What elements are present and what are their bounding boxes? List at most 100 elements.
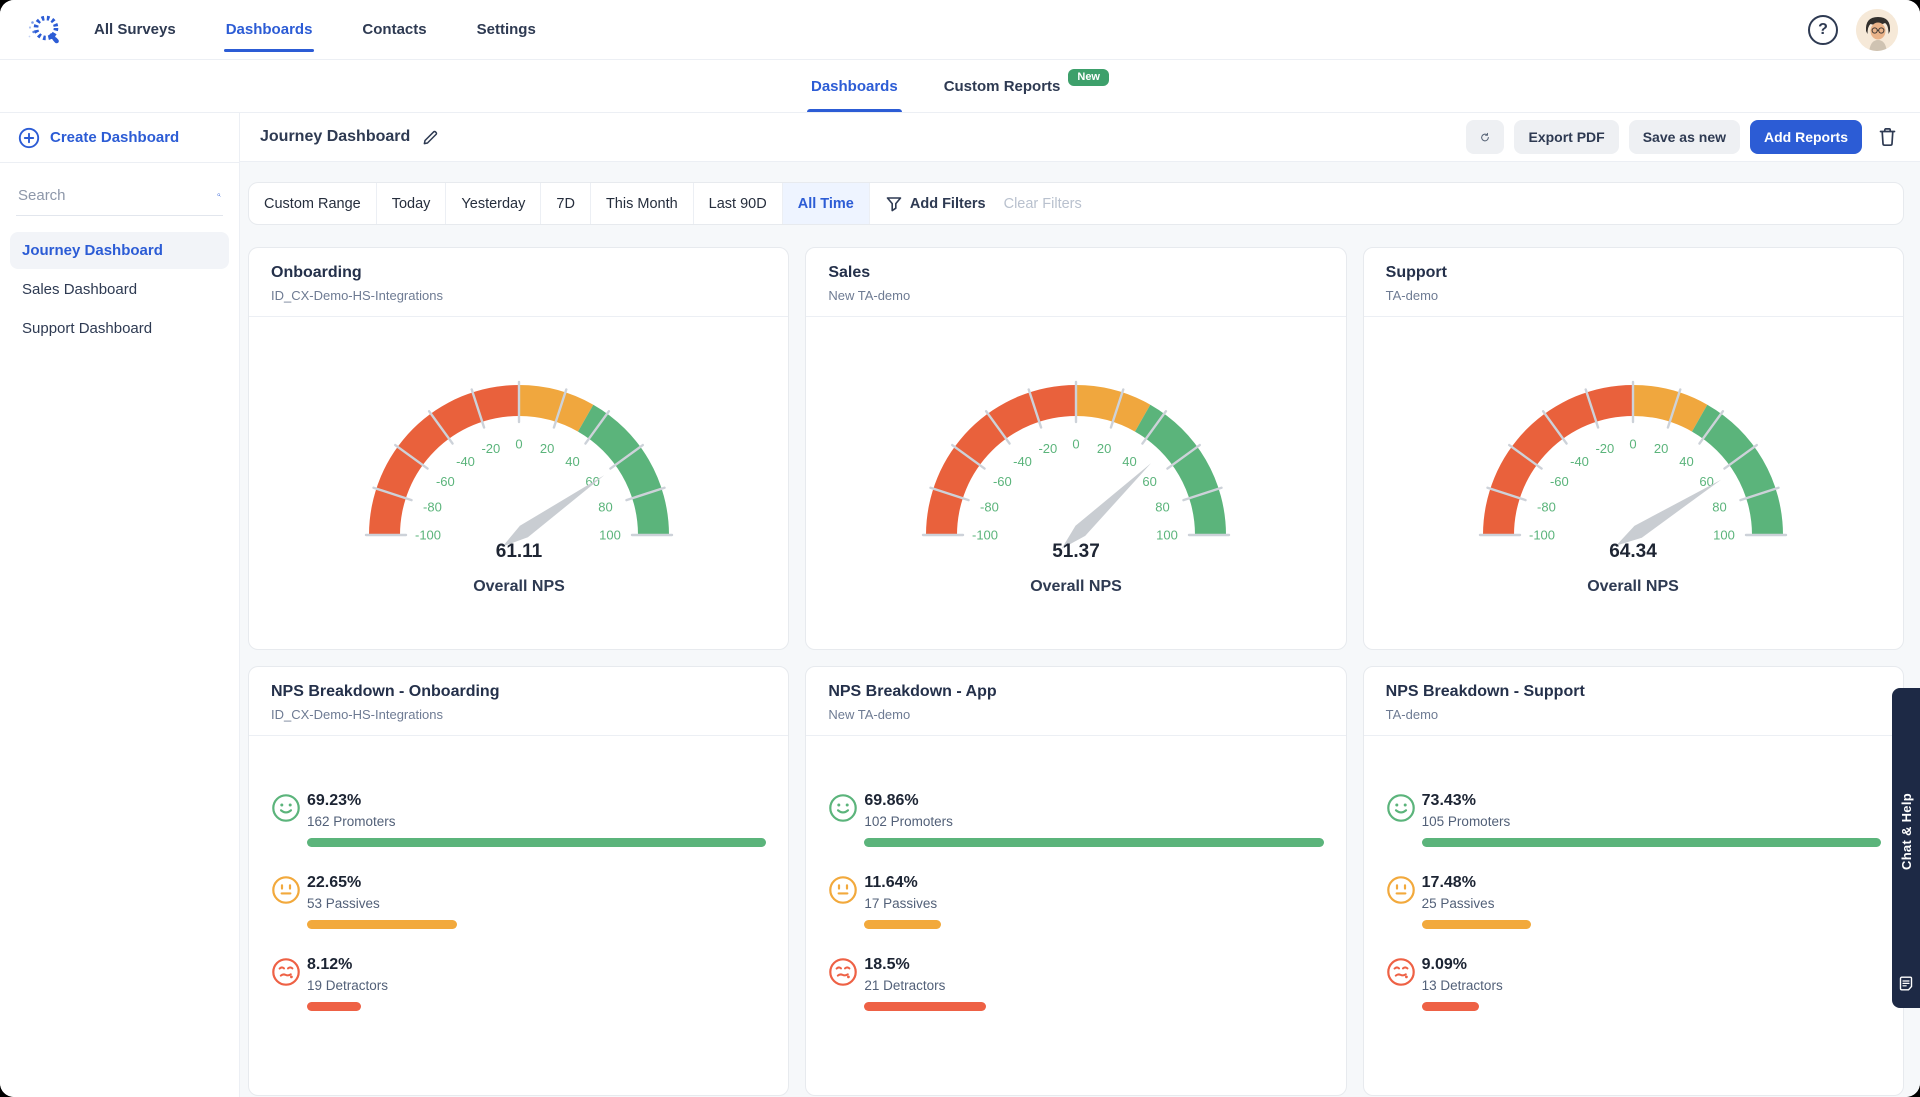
breakdown-card-app: NPS Breakdown - App New TA-demo 69.86% <box>805 666 1347 1096</box>
filter-actions: Add Filters Clear Filters <box>870 183 1098 224</box>
nps-gauge: -100 -80 -60 -40 -20 0 20 40 60 80 100 64.34 Overall… <box>1364 317 1903 649</box>
create-dashboard-button[interactable]: Create Dashboard <box>0 113 239 163</box>
svg-text:20: 20 <box>540 441 554 456</box>
range-yesterday[interactable]: Yesterday <box>446 183 542 224</box>
detractor-smiley-icon <box>271 957 301 987</box>
range-custom-range[interactable]: Custom Range <box>249 183 377 224</box>
passives-bar <box>307 920 458 929</box>
svg-text:20: 20 <box>1654 441 1668 456</box>
range-this-month[interactable]: This Month <box>591 183 694 224</box>
app-logo-icon[interactable] <box>22 9 64 51</box>
sidebar-item-journey-dashboard[interactable]: Journey Dashboard <box>10 232 229 269</box>
detractors-bar <box>864 1002 987 1011</box>
promoters-row: 69.23% 162 Promoters <box>271 792 767 847</box>
promoters-bar <box>864 838 1324 847</box>
svg-text:-60: -60 <box>993 474 1012 489</box>
dashboard-sidebar: Create Dashboard Journey Dashboard Sales… <box>0 113 240 1097</box>
refresh-button[interactable] <box>1466 120 1505 154</box>
detractors-bar <box>307 1002 361 1011</box>
detractors-row: 9.09% 13 Detractors <box>1386 956 1881 1011</box>
dashboard-tabbar: Dashboards Custom Reports New <box>0 60 1920 113</box>
promoter-smiley-icon <box>828 793 858 823</box>
detractor-smiley-icon <box>1386 957 1416 987</box>
svg-text:-40: -40 <box>1013 454 1032 469</box>
delete-dashboard-button[interactable] <box>1872 127 1902 147</box>
export-pdf-button[interactable]: Export PDF <box>1514 120 1619 154</box>
svg-text:-80: -80 <box>1537 499 1556 514</box>
sidebar-item-support-dashboard[interactable]: Support Dashboard <box>22 320 153 337</box>
segment-count: 102 Promoters <box>864 814 953 829</box>
segment-percentage: 9.09% <box>1421 956 1468 973</box>
svg-text:80: 80 <box>1155 499 1169 514</box>
tab-custom-reports[interactable]: Custom Reports New <box>944 60 1109 112</box>
help-icon[interactable]: ? <box>1808 14 1838 45</box>
range-7d[interactable]: 7D <box>541 183 591 224</box>
card-subtitle: TA-demo <box>1385 288 1439 303</box>
svg-text:100: 100 <box>1713 528 1735 543</box>
svg-text:-20: -20 <box>481 441 500 456</box>
chat-help-label: Chat & Help <box>1898 793 1914 871</box>
detractor-smiley-icon <box>828 957 858 987</box>
svg-text:-80: -80 <box>980 499 999 514</box>
svg-text:Overall NPS: Overall NPS <box>1030 578 1122 595</box>
tab-dashboards-label: Dashboards <box>810 77 898 95</box>
add-reports-button[interactable]: Add Reports <box>1750 120 1862 154</box>
detractors-row: 18.5% 21 Detractors <box>828 956 1323 1011</box>
svg-text:-20: -20 <box>1038 441 1057 456</box>
svg-text:40: 40 <box>1122 454 1136 469</box>
breakdown-card-support: NPS Breakdown - Support TA-demo 73.43% <box>1362 666 1904 1096</box>
segment-count: 162 Promoters <box>307 814 396 829</box>
edit-title-icon[interactable] <box>422 129 439 146</box>
svg-text:-100: -100 <box>1529 528 1555 543</box>
main-area: Journey Dashboard Export PDF Save as new <box>240 113 1920 1097</box>
card-subtitle: TA-demo <box>1385 707 1439 722</box>
nav-item-settings[interactable]: Settings <box>476 21 536 38</box>
promoters-row: 73.43% 105 Promoters <box>1386 792 1881 847</box>
nav-item-all-surveys[interactable]: All Surveys <box>94 21 176 38</box>
promoters-row: 69.86% 102 Promoters <box>828 792 1324 847</box>
segment-percentage: 69.23% <box>307 792 362 809</box>
dashboard-header: Journey Dashboard Export PDF Save as new <box>240 113 1920 162</box>
page-title: Journey Dashboard <box>260 128 411 145</box>
passives-bar <box>864 920 942 929</box>
gauge-card-sales: Sales New TA-demo -100 -80 -60 -40 -20 0 20 40 6… <box>805 247 1347 650</box>
passives-row: 22.65% 53 Passives <box>271 874 766 929</box>
segment-count: 105 Promoters <box>1421 814 1511 829</box>
top-navigation: All Surveys Dashboards Contacts Settings… <box>0 0 1920 60</box>
nps-gauge: -100 -80 -60 -40 -20 0 20 40 60 80 100 51.37 Overall… <box>806 317 1345 649</box>
range-all-time[interactable]: All Time <box>782 183 870 224</box>
search-icon[interactable] <box>217 185 221 205</box>
detractors-bar <box>1421 1002 1479 1011</box>
nav-item-dashboards[interactable]: Dashboards <box>223 0 315 59</box>
card-title: Sales <box>828 264 871 281</box>
new-badge: New <box>1068 68 1109 86</box>
range-last-90d[interactable]: Last 90D <box>694 183 783 224</box>
tab-dashboards[interactable]: Dashboards <box>806 60 902 112</box>
svg-text:51.37: 51.37 <box>1052 541 1100 562</box>
svg-text:-100: -100 <box>415 528 441 543</box>
svg-text:80: 80 <box>1713 499 1727 514</box>
chat-help-tab[interactable]: Chat & Help <box>1892 688 1920 1008</box>
clear-filters-button[interactable]: Clear Filters <box>1003 195 1082 212</box>
range-today[interactable]: Today <box>377 183 447 224</box>
segment-percentage: 11.64% <box>864 874 918 891</box>
nav-item-contacts[interactable]: Contacts <box>362 21 427 38</box>
passives-bar <box>1421 920 1531 929</box>
sidebar-item-sales-dashboard[interactable]: Sales Dashboard <box>22 281 138 298</box>
svg-text:Overall NPS: Overall NPS <box>473 578 565 595</box>
search-input[interactable] <box>18 186 217 204</box>
svg-text:0: 0 <box>1072 437 1079 452</box>
detractors-row: 8.12% 19 Detractors <box>271 956 766 1011</box>
add-filters-button[interactable]: Add Filters <box>886 196 986 212</box>
promoters-bar <box>307 838 767 847</box>
promoters-bar <box>1421 838 1881 847</box>
svg-text:61.11: 61.11 <box>495 541 542 562</box>
passives-row: 11.64% 17 Passives <box>828 874 1323 929</box>
user-avatar[interactable] <box>1856 8 1898 51</box>
svg-text:-40: -40 <box>456 454 475 469</box>
svg-text:60: 60 <box>1142 474 1156 489</box>
save-as-new-button[interactable]: Save as new <box>1628 120 1740 154</box>
promoter-smiley-icon <box>271 793 301 823</box>
refresh-icon <box>1481 132 1490 141</box>
